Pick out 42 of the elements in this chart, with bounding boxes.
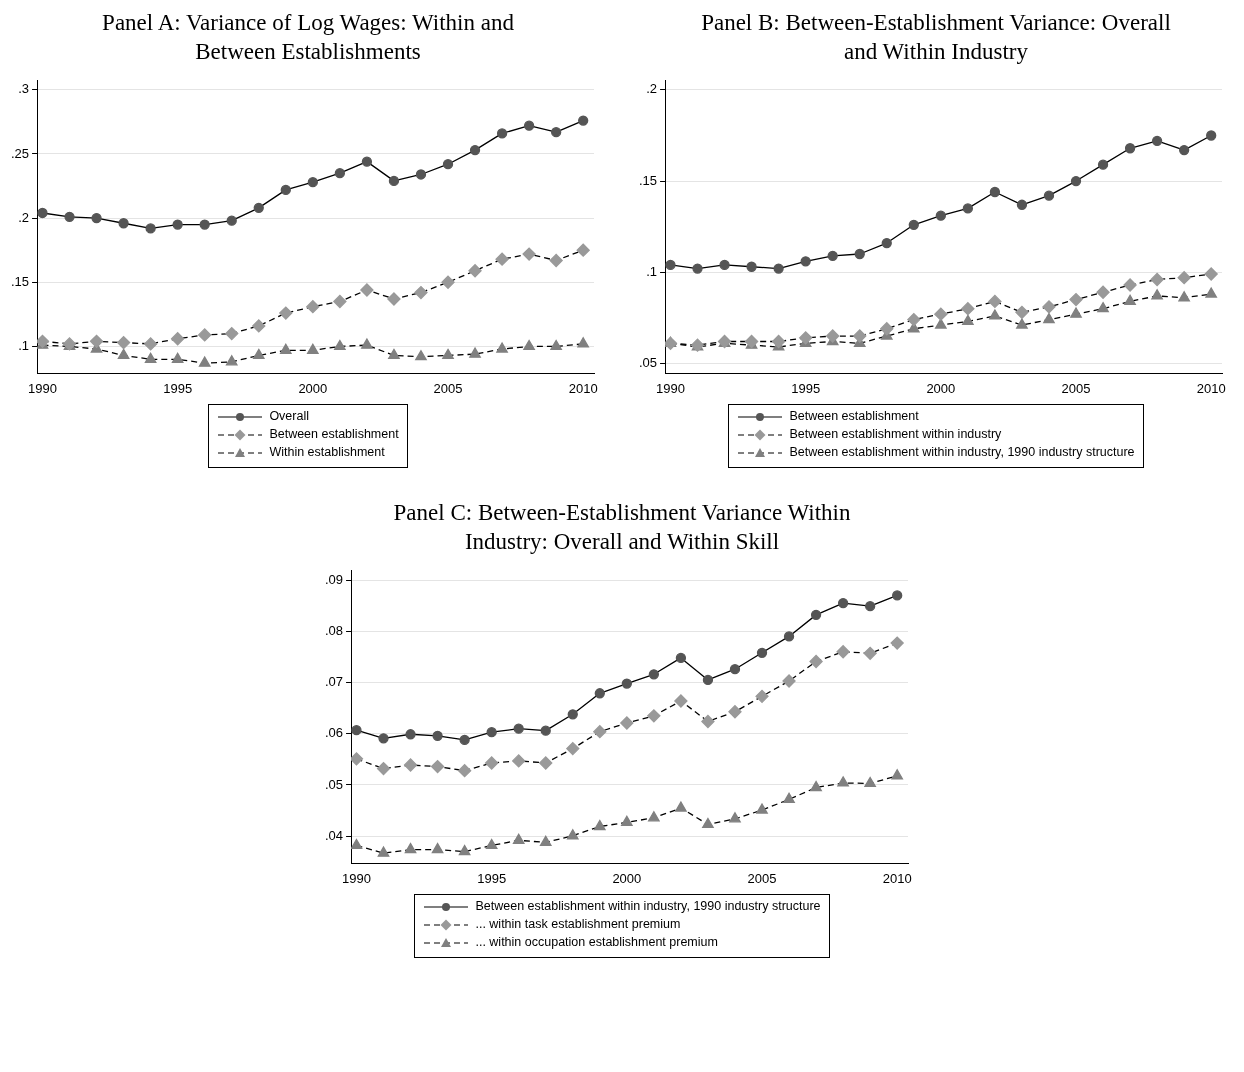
- x-tick-label: 2010: [1196, 380, 1226, 396]
- x-tick-label: 2005: [433, 380, 463, 396]
- y-tick-label: .15: [638, 172, 658, 188]
- y-tick-label: .09: [324, 571, 344, 587]
- y-tick-label: .2: [18, 209, 30, 225]
- x-tick-label: 1990: [28, 380, 57, 396]
- y-tick-label: .2: [646, 81, 658, 97]
- legend-label: Between establishment: [269, 427, 399, 441]
- legend-label: ... within occupation establishment premium: [475, 935, 718, 949]
- x-tick-label: 1995: [163, 380, 193, 396]
- x-tick-label: 2005: [1061, 380, 1091, 396]
- y-tick-label: .1: [646, 263, 658, 279]
- x-tick-label: 2000: [298, 380, 328, 396]
- legend-label: Between establishment: [789, 409, 919, 423]
- x-tick-label: 2005: [747, 870, 777, 886]
- y-tick-label: .25: [10, 145, 30, 161]
- y-tick-label: .08: [324, 622, 344, 638]
- legend-label: ... within task establishment premium: [475, 917, 681, 931]
- legend-label: Between establishment within industry, 1990 industry structure: [789, 445, 1135, 459]
- x-tick-label: 2010: [882, 870, 912, 886]
- legend-label: Between establishment within industry, 1990 industry structure: [475, 899, 821, 913]
- x-tick-label: 1995: [791, 380, 821, 396]
- x-tick-label: 1995: [477, 870, 507, 886]
- x-tick-label: 2000: [612, 870, 642, 886]
- x-tick-label: 2010: [568, 380, 598, 396]
- chart-title: Panel C: Between-Establishment Variance Within Industry: Overall and Within Skill: [392, 499, 852, 556]
- y-tick-label: .3: [18, 81, 30, 97]
- x-tick-label: 1990: [342, 870, 371, 886]
- legend-label: Overall: [269, 409, 309, 423]
- y-tick-label: .06: [324, 725, 344, 741]
- y-tick-label: .1: [18, 338, 30, 354]
- y-tick-label: .04: [324, 827, 344, 843]
- x-tick-label: 2000: [926, 380, 956, 396]
- chart-title: Panel A: Variance of Log Wages: Within and Between Establishments: [101, 9, 515, 66]
- x-tick-label: 1990: [656, 380, 685, 396]
- y-tick-label: .05: [324, 776, 344, 792]
- legend-label: Between establishment within industry: [789, 427, 1002, 441]
- y-tick-label: .07: [324, 674, 344, 690]
- y-tick-label: .05: [638, 354, 658, 370]
- legend-label: Within establishment: [269, 445, 385, 459]
- chart-title: Panel B: Between-Establishment Variance: Overall and Within Industry: [700, 9, 1172, 66]
- y-tick-label: .15: [10, 273, 30, 289]
